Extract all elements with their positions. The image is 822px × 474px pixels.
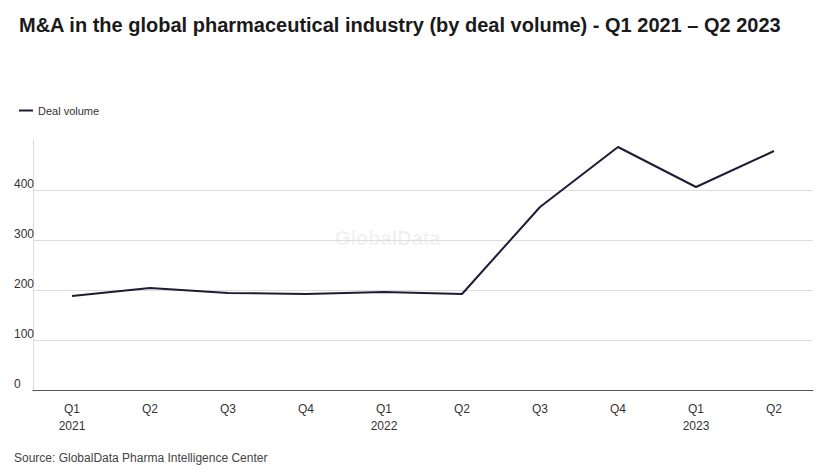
svg-text:2021: 2021 (59, 419, 86, 433)
svg-text:M&A in the global pharmaceutic: M&A in the global pharmaceutical industr… (19, 14, 781, 36)
svg-text:Q2: Q2 (142, 402, 158, 416)
svg-text:Q3: Q3 (532, 402, 548, 416)
svg-text:Q1: Q1 (64, 402, 80, 416)
svg-text:2023: 2023 (683, 419, 710, 433)
svg-text:Q2: Q2 (766, 402, 782, 416)
svg-text:Q2: Q2 (454, 402, 470, 416)
svg-text:0: 0 (14, 377, 21, 391)
svg-text:Q1: Q1 (376, 402, 392, 416)
svg-text:GlobalData: GlobalData (335, 227, 441, 249)
svg-text:Q3: Q3 (220, 402, 236, 416)
svg-text:2022: 2022 (371, 419, 398, 433)
svg-text:Source: GlobalData Pharma Inte: Source: GlobalData Pharma Intelligence C… (14, 451, 267, 465)
svg-text:Q4: Q4 (298, 402, 314, 416)
svg-text:Deal volume: Deal volume (38, 105, 99, 117)
svg-text:Q1: Q1 (688, 402, 704, 416)
svg-text:Q4: Q4 (610, 402, 626, 416)
svg-text:300: 300 (14, 227, 34, 241)
svg-text:100: 100 (14, 327, 34, 341)
svg-text:400: 400 (14, 177, 34, 191)
svg-text:200: 200 (14, 277, 34, 291)
